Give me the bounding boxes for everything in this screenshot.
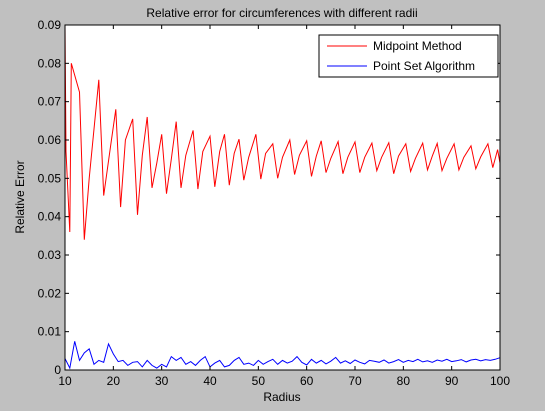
x-tick-label: 70 (348, 374, 362, 388)
series-line-point-set-algorithm (64, 341, 501, 370)
y-tick-label: 0.04 (38, 210, 62, 224)
x-tick-label: 30 (155, 374, 169, 388)
axis-ticks: 10 20 30 40 50 60 70 80 90 100 0 0.01 0.02 0.03 0.04 0.… (38, 18, 511, 388)
legend-box (318, 34, 499, 78)
series-line-midpoint-method (64, 24, 501, 240)
x-tick-label: 60 (300, 374, 314, 388)
x-tick-label: 50 (252, 374, 266, 388)
legend-label-midpoint-method: Midpoint Method (373, 39, 462, 53)
y-tick-label: 0.05 (38, 171, 62, 185)
legend-label-point-set-algorithm: Point Set Algorithm (373, 59, 475, 73)
x-tick-label: 80 (397, 374, 411, 388)
y-tick-label: 0.01 (38, 325, 62, 339)
y-tick-label: 0.08 (38, 56, 62, 70)
x-tick-label: 10 (58, 374, 72, 388)
y-tick-label: 0.03 (38, 248, 62, 262)
y-tick-label: 0.06 (38, 133, 62, 147)
legend: Midpoint Method Point Set Algorithm (318, 34, 499, 78)
y-tick-label: 0 (54, 363, 61, 377)
x-axis-label: Radius (263, 390, 300, 404)
x-tick-label: 90 (445, 374, 459, 388)
x-tick-label: 100 (490, 374, 510, 388)
y-tick-label: 0.07 (38, 95, 62, 109)
y-tick-label: 0.02 (38, 286, 62, 300)
data-layer (64, 24, 501, 370)
x-tick-label: 40 (203, 374, 217, 388)
chart-title: Relative error for circumferences with d… (146, 6, 417, 20)
y-axis-label: Relative Error (13, 160, 27, 233)
plot-frame (64, 24, 501, 371)
x-tick-label: 20 (107, 374, 121, 388)
plot-area (65, 25, 500, 370)
y-tick-label: 0.09 (38, 18, 62, 32)
